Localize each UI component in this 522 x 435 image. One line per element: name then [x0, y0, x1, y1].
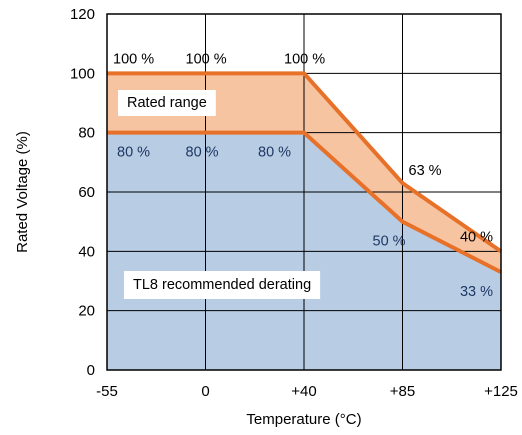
rated-range-label-box	[118, 90, 216, 116]
series-line-1	[107, 130, 502, 274]
data-label: 80 %	[258, 145, 291, 161]
x-tick-label: +85	[390, 383, 415, 400]
plot-border	[106, 13, 502, 371]
y-tick-label: 40	[78, 243, 95, 260]
data-label: 100 %	[186, 51, 227, 67]
data-label: 50 %	[373, 234, 406, 250]
data-label: 100 %	[284, 51, 325, 67]
data-label: 63 %	[409, 163, 442, 179]
x-tick-labels: -55 0 +40 +85 +125	[96, 383, 518, 400]
data-label: 40 %	[460, 229, 493, 245]
region-labels: Rated range TL8 recommended derating	[118, 90, 321, 299]
chart-lines	[107, 71, 503, 274]
y-tick-label: 0	[87, 362, 95, 379]
x-tick-label: +125	[484, 383, 518, 400]
x-tick-label: +40	[291, 383, 316, 400]
y-tick-label: 80	[78, 125, 95, 142]
rated-range-label: Rated range	[127, 95, 207, 111]
x-tick-label: -55	[96, 383, 118, 400]
x-tick-label: 0	[201, 383, 209, 400]
y-tick-label: 120	[70, 6, 95, 23]
recommended-derating-label-box	[124, 271, 321, 299]
x-axis-label: Temperature (°C)	[246, 411, 361, 428]
series-line-0	[107, 71, 503, 253]
y-tick-label: 20	[78, 303, 95, 320]
data-labels: 100 % 100 % 100 % 63 % 40 % 80 % 80 % 80 % 50 % 3…	[113, 51, 493, 300]
recommended-derating-label: TL8 recommended derating	[133, 277, 311, 293]
y-axis-label: Rated Voltage (%)	[14, 131, 31, 253]
data-label: 100 %	[113, 51, 154, 67]
y-tick-label: 100	[70, 65, 95, 82]
y-tick-labels: 0 20 40 60 80 100 120	[70, 6, 95, 379]
y-tick-label: 60	[78, 184, 95, 201]
data-label: 80 %	[186, 145, 219, 161]
data-label: 33 %	[460, 284, 493, 300]
data-label: 80 %	[117, 145, 150, 161]
